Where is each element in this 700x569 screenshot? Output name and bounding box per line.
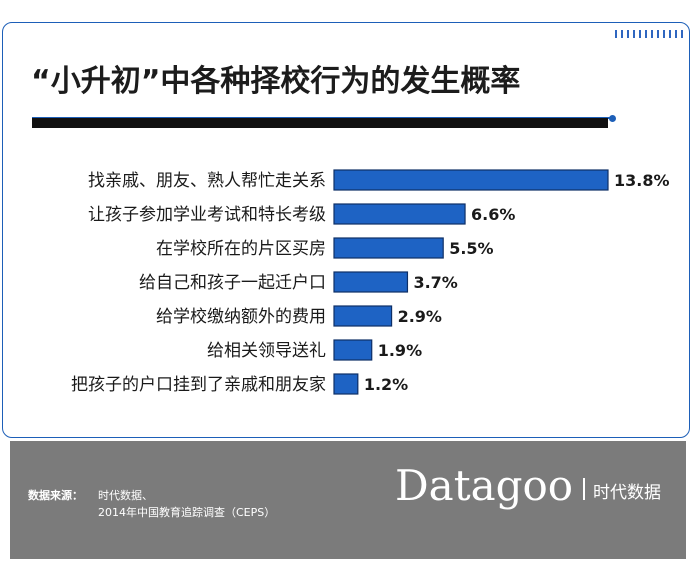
category-label: 给自己和孩子一起迁户口 <box>139 273 326 293</box>
category-label: 把孩子的户口挂到了亲戚和朋友家 <box>71 375 326 395</box>
category-label: 找亲戚、朋友、熟人帮忙走关系 <box>88 170 326 191</box>
category-label: 让孩子参加学业考试和特长考级 <box>88 205 326 225</box>
value-label: 6.6% <box>471 205 515 224</box>
bar <box>333 169 609 191</box>
footer-panel <box>10 441 686 559</box>
bar <box>333 271 409 293</box>
value-label: 3.7% <box>413 273 457 292</box>
value-label: 1.2% <box>364 375 408 394</box>
bar <box>333 305 393 327</box>
value-label: 5.5% <box>449 239 493 258</box>
corner-decoration <box>615 30 685 38</box>
title-underline-bar <box>32 118 608 128</box>
value-label: 13.8% <box>614 171 670 190</box>
category-label: 在学校所在的片区买房 <box>156 239 326 259</box>
title-underline-dot <box>609 115 616 122</box>
bar <box>333 237 444 259</box>
chart-title: “小升初”中各种择校行为的发生概率 <box>31 64 521 99</box>
source-text-line2: 2014年中国教育追踪调查（CEPS） <box>98 506 276 519</box>
value-label: 1.9% <box>378 341 422 360</box>
logo-separator <box>583 478 585 500</box>
value-label: 2.9% <box>398 307 442 326</box>
datagoo-logo: Datagoo <box>395 461 574 510</box>
bar <box>333 373 359 395</box>
bar <box>333 203 466 225</box>
chart-card <box>2 22 690 438</box>
source-label: 数据来源： <box>28 489 83 502</box>
logo-chinese-name: 时代数据 <box>593 483 661 503</box>
category-label: 给学校缴纳额外的费用 <box>156 307 326 327</box>
category-label: 给相关领导送礼 <box>207 341 326 361</box>
source-text-line1: 时代数据、 <box>98 489 153 502</box>
bar <box>333 339 373 361</box>
